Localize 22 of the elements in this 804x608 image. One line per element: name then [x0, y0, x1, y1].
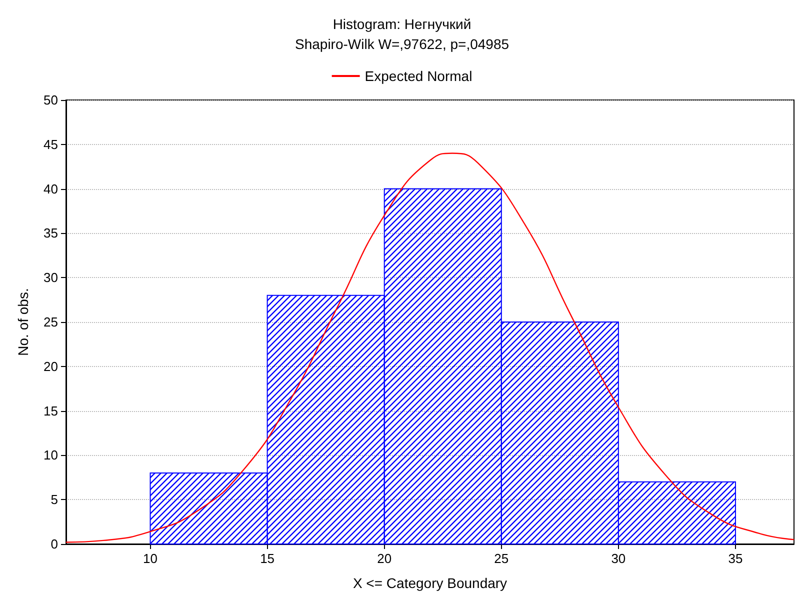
- x-tick-label: 25: [494, 551, 509, 566]
- x-tick-label: 20: [377, 551, 392, 566]
- y-tick-label: 45: [44, 136, 58, 152]
- chart-subtitle: Shapiro-Wilk W=,97622, p=,04985: [294, 36, 510, 52]
- legend-label: Expected Normal: [364, 68, 472, 84]
- y-tick-label: 50: [44, 92, 58, 108]
- chart-title: Histogram: Негнучкий: [332, 16, 472, 32]
- x-tick-label: 10: [143, 551, 158, 566]
- y-tick-label: 35: [44, 226, 58, 241]
- y-tick-label: 40: [44, 181, 58, 196]
- x-tick-label: 35: [728, 551, 743, 566]
- y-tick-label: 0: [50, 536, 58, 552]
- x-axis-title: X <= Category Boundary: [352, 575, 508, 591]
- y-tick-label: 20: [44, 358, 58, 374]
- y-tick-label: 25: [44, 314, 58, 330]
- y-tick-label: 10: [44, 448, 58, 463]
- x-tick-label: 15: [260, 551, 275, 566]
- y-axis-title: No. of obs.: [15, 288, 31, 356]
- y-tick-label: 15: [44, 403, 58, 418]
- y-tick-label: 5: [50, 492, 58, 508]
- x-tick-label: 30: [611, 551, 626, 566]
- y-tick-label: 30: [44, 270, 58, 286]
